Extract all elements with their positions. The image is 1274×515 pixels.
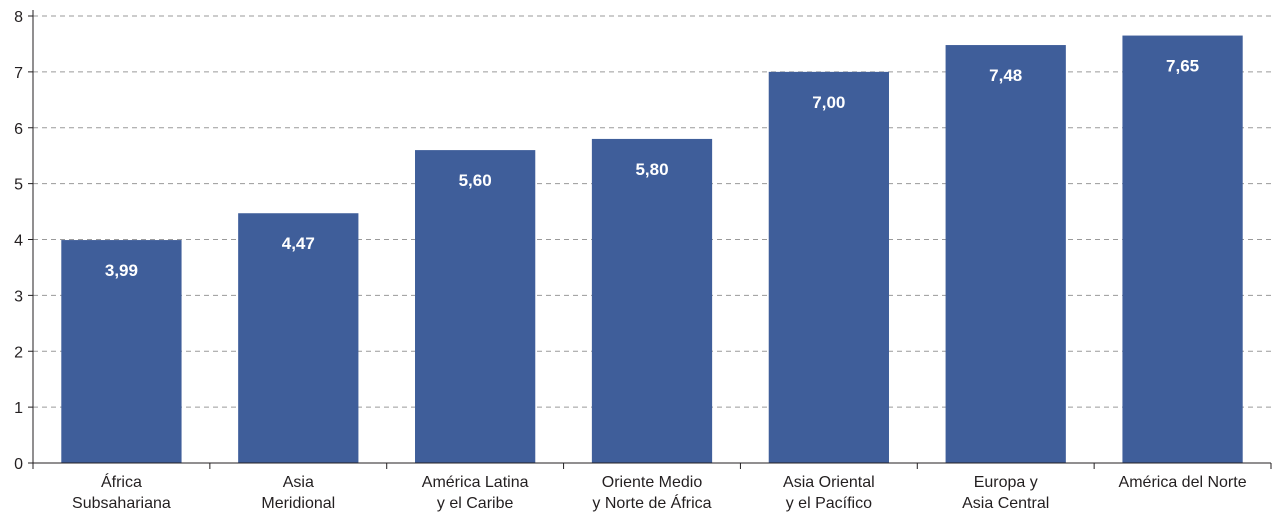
y-tick-label: 0 [14, 456, 23, 473]
y-tick-label: 7 [14, 65, 23, 82]
x-category-label: y el Pacífico [786, 495, 872, 512]
bar-value-label: 5,60 [459, 171, 492, 190]
x-category-label: y Norte de África [592, 493, 711, 512]
y-tick-label: 3 [14, 288, 23, 305]
bar-value-label: 7,00 [812, 93, 845, 112]
x-category-label: y el Caribe [437, 495, 514, 512]
x-category-label: Asia Oriental [783, 474, 875, 491]
y-tick-label: 4 [14, 233, 23, 250]
bar [591, 138, 713, 464]
y-tick-label: 8 [14, 9, 23, 26]
bar-value-label: 7,65 [1166, 57, 1199, 76]
x-category-label: Subsahariana [72, 495, 171, 512]
x-category-label: Oriente Medio [602, 474, 703, 491]
bar-value-label: 7,48 [989, 66, 1022, 85]
x-axis-labels: África Subsahariana Asia Meridional América … [72, 472, 1247, 512]
axes [32, 10, 1272, 469]
x-category-label: Asia [283, 474, 314, 491]
bar [61, 240, 182, 463]
y-tick-label: 1 [14, 400, 23, 417]
bar [945, 45, 1066, 464]
y-tick-label: 2 [14, 344, 23, 361]
x-category-label: Meridional [261, 495, 335, 512]
x-category-label: América del Norte [1119, 474, 1247, 491]
bar [768, 71, 889, 463]
y-tick-label: 5 [14, 177, 23, 194]
bar-value-label: 5,80 [635, 160, 668, 179]
x-category-label: Asia Central [962, 495, 1049, 512]
bar-value-label: 4,47 [282, 234, 315, 253]
bar [238, 213, 359, 463]
bar-value-label: 3,99 [105, 261, 138, 280]
bar [415, 150, 536, 463]
bars: 3,99 4,47 5,60 5,80 7,00 7,48 7,65 [61, 35, 1243, 464]
x-category-label: América Latina [422, 474, 529, 491]
x-category-label: África [101, 472, 142, 491]
y-axis-ticks: 0 1 2 3 4 5 6 7 8 [14, 9, 33, 473]
x-category-label: Europa y [974, 474, 1038, 491]
bar [1122, 35, 1243, 464]
y-tick-label: 6 [14, 121, 23, 138]
